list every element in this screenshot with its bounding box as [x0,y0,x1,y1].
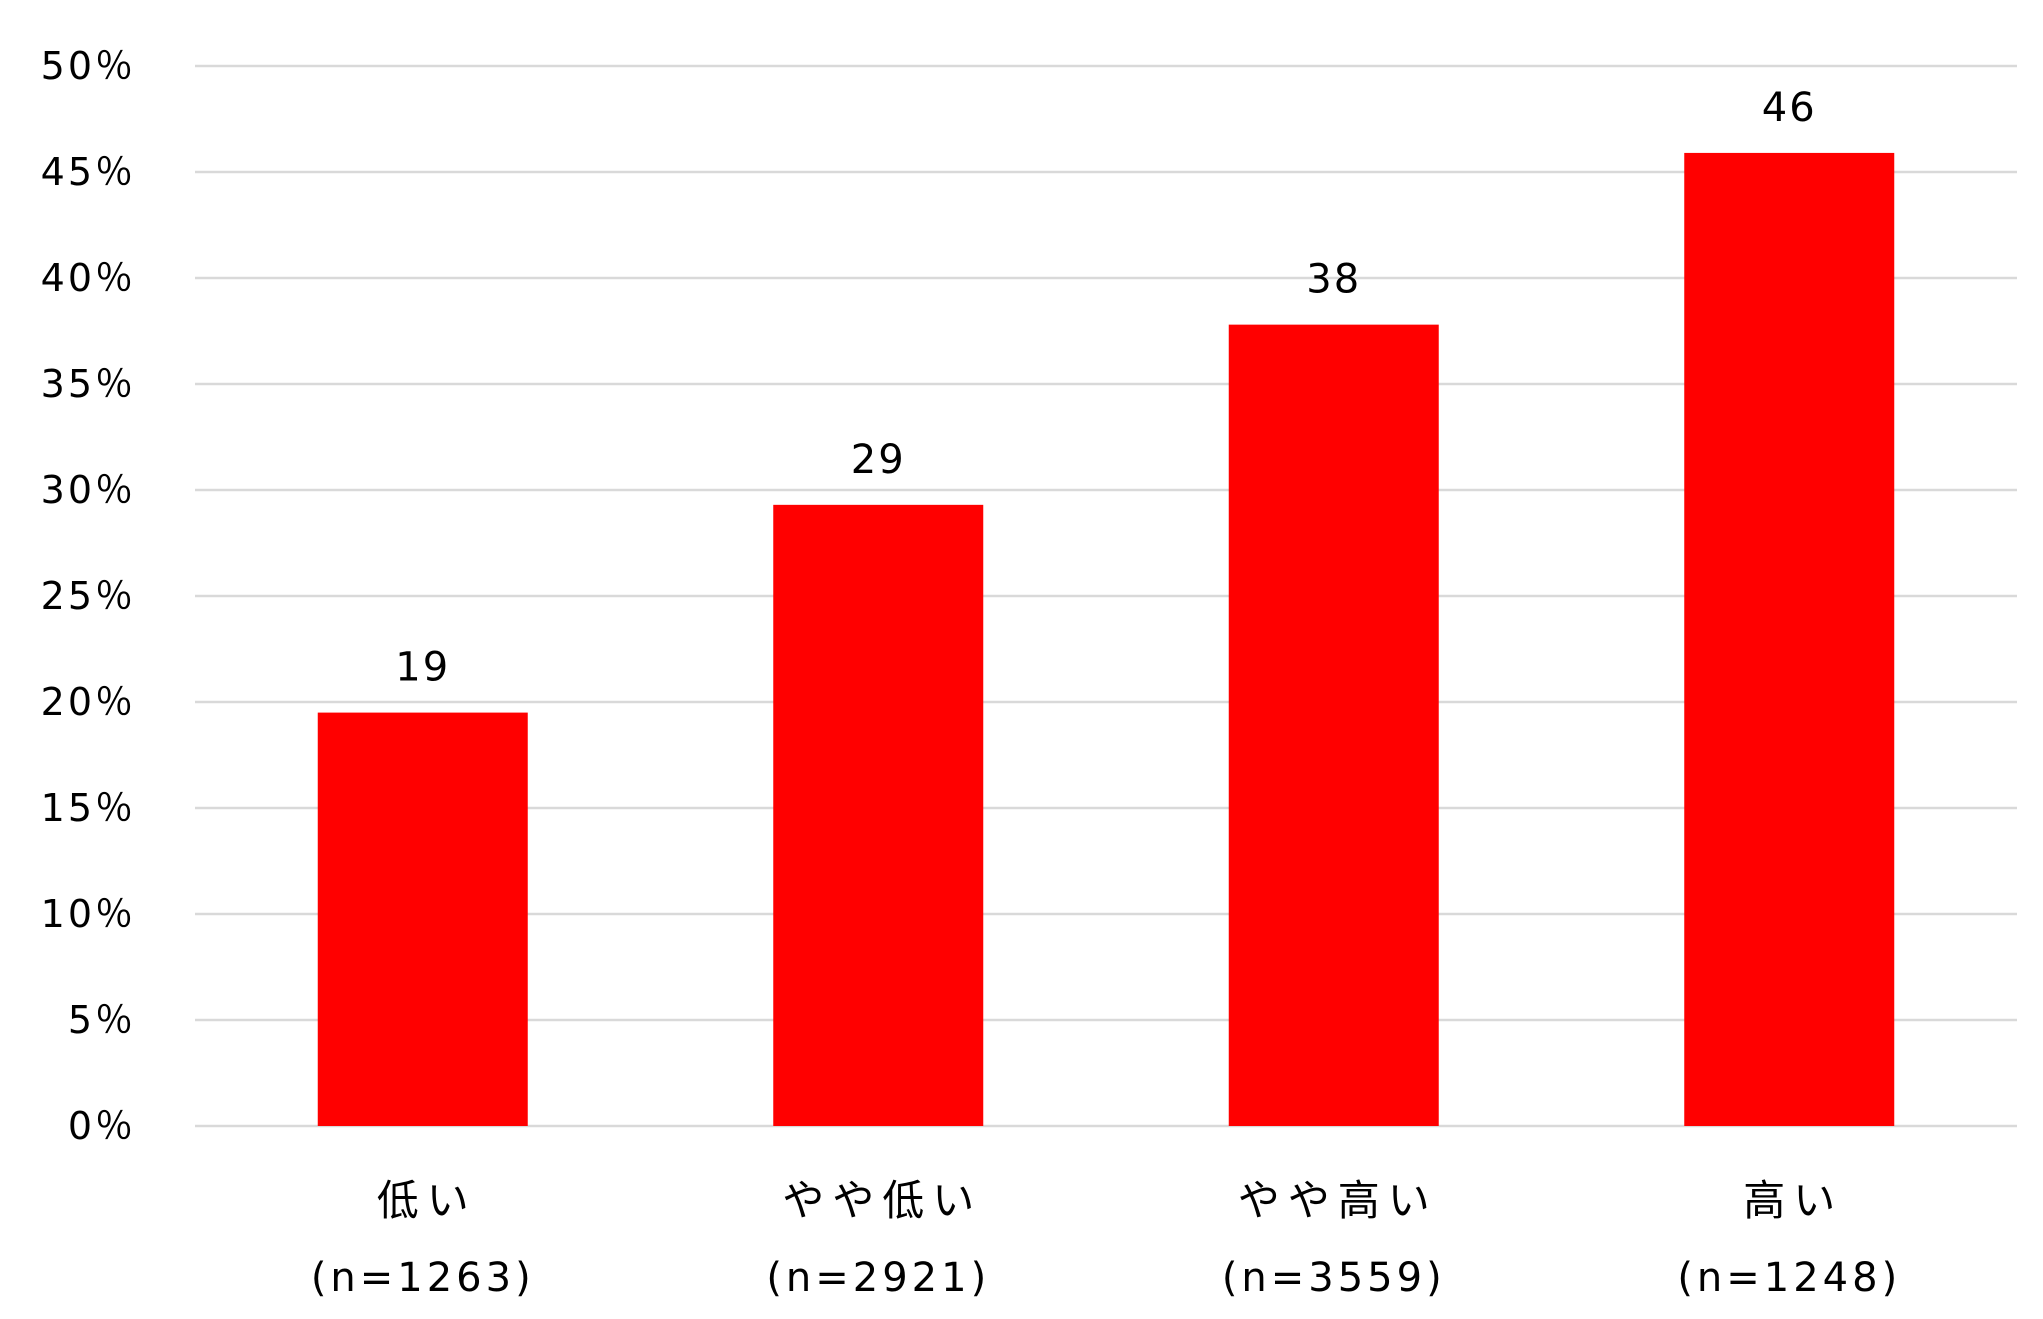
category-sample-size: (n=3559) [1222,1255,1446,1301]
category-label: やや低い [782,1176,982,1225]
y-axis-tick-labels: 0％ 5％ 10％ 15％ 20％ 25％ 30％ 35％ 40％ 45％ 50％ [41,44,136,1148]
bar [1228,324,1439,1126]
category-label: 低い [377,1176,477,1225]
category-label: やや高い [1238,1176,1438,1225]
data-label: 46 [1762,85,1817,131]
data-labels: 19 29 38 46 [395,85,1817,691]
y-tick-label: 50％ [41,44,136,88]
y-tick-label: 30％ [41,468,136,512]
y-tick-label: 35％ [41,362,136,406]
y-tick-label: 15％ [41,786,136,830]
y-tick-label: 45％ [41,150,136,194]
y-tick-label: 40％ [41,256,136,300]
y-tick-label: 25％ [41,574,136,618]
y-tick-label: 5％ [68,998,136,1042]
bar [773,504,984,1127]
bar [1684,152,1895,1127]
y-tick-label: 10％ [41,892,136,936]
y-tick-label: 20％ [41,680,136,724]
data-label: 19 [395,645,450,691]
bar [317,712,528,1126]
bars [317,152,1895,1127]
x-axis-category-labels: 低い (n=1263) やや低い (n=2921) やや高い (n=3559) 高い (n=1… [311,1176,1901,1301]
category-sample-size: (n=1248) [1677,1255,1901,1301]
category-sample-size: (n=2921) [766,1255,990,1301]
category-label: 高い [1743,1176,1843,1225]
data-label: 38 [1306,257,1361,303]
category-sample-size: (n=1263) [311,1255,535,1301]
y-tick-label: 0％ [68,1104,136,1148]
data-label: 29 [851,437,906,483]
